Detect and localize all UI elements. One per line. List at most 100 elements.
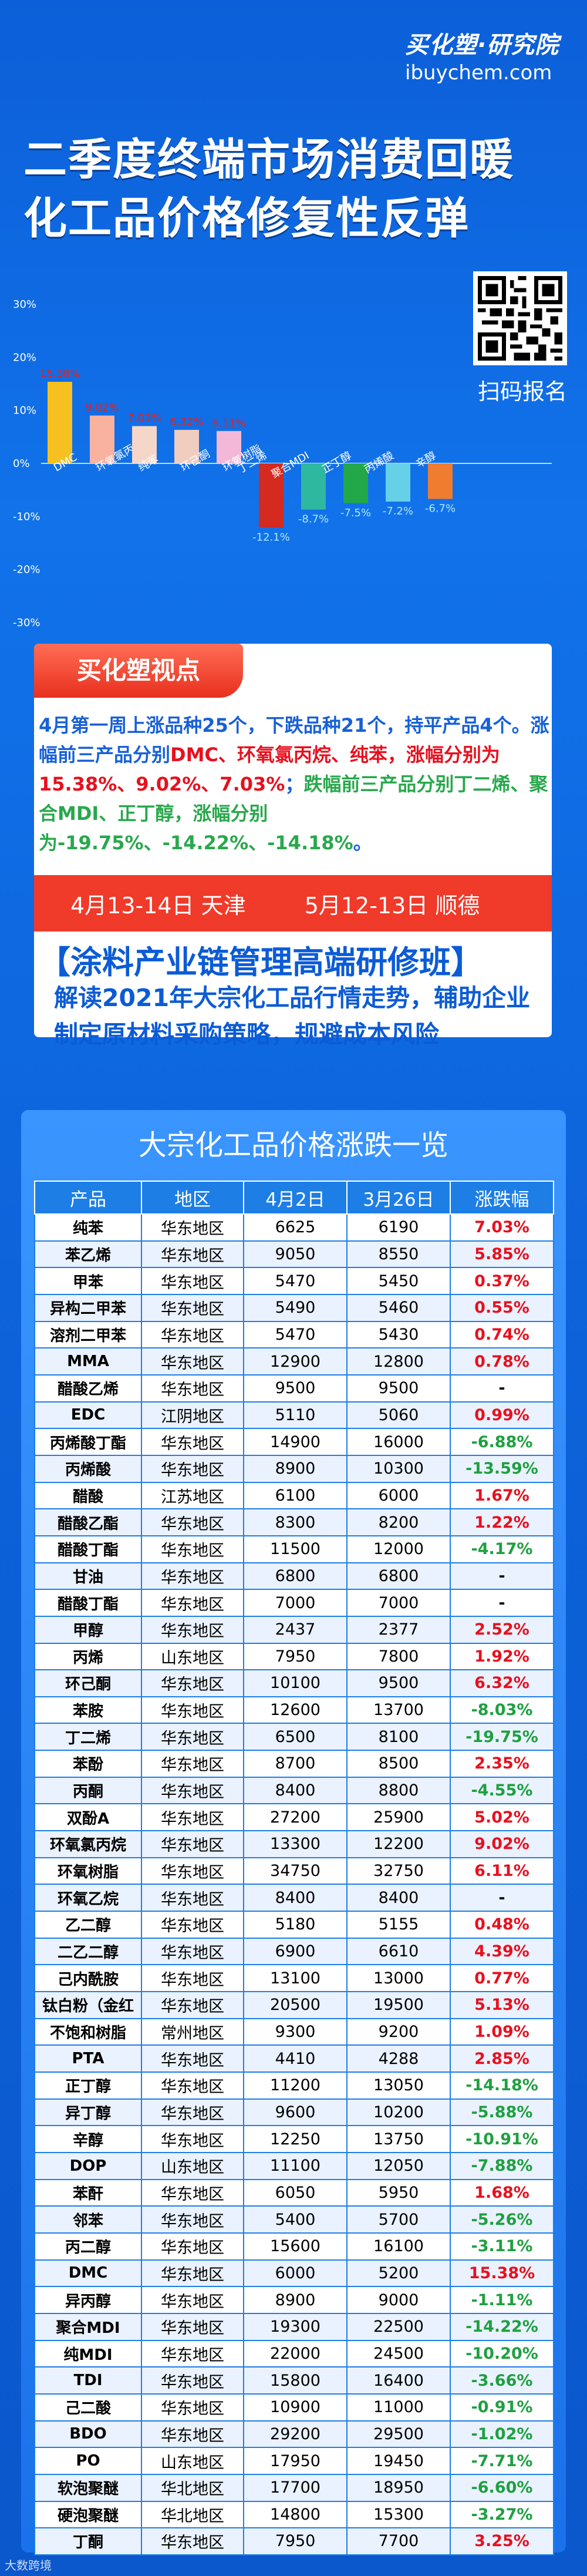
cell-price-current: 6800 <box>243 1562 348 1590</box>
cell-price-previous: 18950 <box>346 2473 451 2502</box>
header-product: 产品 <box>34 1181 142 1215</box>
y-tick-label: -30% <box>13 617 41 629</box>
cell-change: 0.55% <box>450 1293 554 1322</box>
cell-region: 华东地区 <box>141 2125 244 2153</box>
cell-product: EDC <box>34 1401 142 1430</box>
cell-product: 邻苯 <box>34 2205 142 2234</box>
table-row: 甲苯 华东地区 5470 5450 0.37% <box>34 1267 554 1295</box>
cell-region: 华东地区 <box>141 1320 244 1349</box>
qr-code-icon[interactable] <box>473 271 567 365</box>
cell-region: 华东地区 <box>141 2286 244 2314</box>
cell-change: 1.09% <box>450 2017 554 2046</box>
cell-product: 醋酸 <box>34 1481 142 1510</box>
cell-price-current: 12900 <box>243 1347 348 1376</box>
cell-change: 2.35% <box>450 1750 554 1778</box>
table-row: 苯胺 华东地区 12600 13700 -8.03% <box>34 1696 554 1724</box>
cell-region: 华东地区 <box>141 2259 244 2288</box>
course-title[interactable]: 【涂料产业链管理高端研修班】 <box>39 944 483 981</box>
cell-price-previous: 5700 <box>346 2205 451 2234</box>
cell-price-previous: 9000 <box>346 2286 451 2314</box>
event-date-left: 4月13-14日 天津 <box>70 892 246 919</box>
cell-region: 华东地区 <box>141 1911 244 1939</box>
cell-price-current: 8900 <box>243 2286 348 2314</box>
cell-product: BDO <box>34 2420 142 2449</box>
event-date-right: 5月12-13日 顺德 <box>304 892 480 919</box>
table-row: 丙烯 山东地区 7950 7800 1.92% <box>34 1642 554 1671</box>
cell-change: 5.85% <box>450 1240 554 1269</box>
data-label: -12.1% <box>252 531 290 543</box>
cell-price-current: 7950 <box>243 2527 348 2555</box>
cell-change: -14.22% <box>450 2312 554 2341</box>
y-tick-label: 10% <box>13 405 36 417</box>
headline-line1: 二季度终端市场消费回暖 <box>23 134 514 185</box>
cell-region: 华东地区 <box>141 2205 244 2234</box>
cell-price-current: 8700 <box>243 1750 348 1778</box>
cell-price-current: 5470 <box>243 1320 348 1349</box>
cell-product: 苯胺 <box>34 1696 142 1724</box>
data-label: -7.5% <box>340 507 371 519</box>
cell-price-previous: 12800 <box>346 1347 451 1376</box>
cell-region: 华东地区 <box>141 2339 244 2368</box>
cell-change: 0.77% <box>450 1964 554 1993</box>
bar <box>48 382 72 463</box>
cell-price-previous: 22500 <box>346 2312 451 2341</box>
table-row: 环氧树脂 华东地区 34750 32750 6.11% <box>34 1857 554 1885</box>
cell-region: 华东地区 <box>141 2393 244 2422</box>
event-bar[interactable]: 4月13-14日 天津 5月12-13日 顺德 <box>34 875 552 931</box>
cell-price-previous: 5060 <box>346 1401 451 1430</box>
cell-region: 华东地区 <box>141 2071 244 2100</box>
cell-region: 华东地区 <box>141 1669 244 1697</box>
cell-product: 辛醇 <box>34 2125 142 2153</box>
brand-name: 买化塑·研究院 <box>405 32 559 59</box>
table-row: 苯酐 华东地区 6050 5950 1.68% <box>34 2178 554 2207</box>
cell-region: 华东地区 <box>141 1723 244 1751</box>
cell-product: 苯酚 <box>34 1750 142 1778</box>
table-row: EDC 江阴地区 5110 5060 0.99% <box>34 1401 554 1430</box>
price-change-chart: 30%20%10%0%-10%-20%-30%15.38%DMC9.02%环氧氯… <box>13 298 552 629</box>
data-label: 15.38% <box>40 368 80 380</box>
bar <box>90 415 114 463</box>
qr-label: 扫码报名 <box>477 379 567 405</box>
cell-change: -1.11% <box>450 2286 554 2314</box>
cell-change: -7.71% <box>450 2447 554 2475</box>
cell-price-current: 15800 <box>243 2366 348 2395</box>
y-tick-label: 0% <box>13 458 30 470</box>
cell-price-current: 6050 <box>243 2178 348 2207</box>
cell-price-current: 27200 <box>243 1803 348 1832</box>
table-row: TDI 华东地区 15800 16400 -3.66% <box>34 2366 554 2395</box>
cell-price-previous: 2377 <box>346 1615 451 1644</box>
cell-product: 聚合MDI <box>34 2312 142 2341</box>
viewpoint-badge: 买化塑视点 <box>34 644 243 698</box>
cell-price-previous: 5155 <box>346 1911 451 1939</box>
table-row: DMC 华东地区 6000 5200 15.38% <box>34 2259 554 2288</box>
table-row: 双酚A 华东地区 27200 25900 5.02% <box>34 1803 554 1832</box>
cell-region: 华东地区 <box>141 1293 244 1322</box>
data-label: -7.2% <box>383 505 413 517</box>
cell-change: 1.22% <box>450 1508 554 1536</box>
cell-change: - <box>450 1374 554 1403</box>
viewpoint-losers: 跌幅前三产品分别丁二烯、聚合MDI、正丁醇，涨幅分别为-19.75%、-14.2… <box>39 773 548 854</box>
cell-price-previous: 8500 <box>346 1750 451 1778</box>
cell-change: 9.02% <box>450 1830 554 1858</box>
cell-price-current: 11500 <box>243 1535 348 1563</box>
bar <box>428 463 453 499</box>
table-row: 甲醇 华东地区 2437 2377 2.52% <box>34 1615 554 1644</box>
cell-price-previous: 6610 <box>346 1937 451 1966</box>
cell-product: 异丁醇 <box>34 2098 142 2127</box>
cell-price-current: 15600 <box>243 2232 348 2261</box>
cell-price-current: 6500 <box>243 1723 348 1751</box>
table-row: 环氧乙烷 华东地区 8400 8400- <box>34 1884 554 1912</box>
cell-change: 0.37% <box>450 1267 554 1295</box>
cell-price-previous: 16400 <box>346 2366 451 2395</box>
cell-change: 1.67% <box>450 1481 554 1510</box>
viewpoint-end: 。 <box>353 832 372 854</box>
headline: 二季度终端市场消费回暖 化工品价格修复性反弹 <box>23 130 575 248</box>
cell-change: 1.68% <box>450 2178 554 2207</box>
headline-line2: 化工品价格修复性反弹 <box>23 193 470 244</box>
table-row: 异丁醇 华东地区 9600 10200 -5.88% <box>34 2098 554 2127</box>
cell-region: 山东地区 <box>141 1642 244 1671</box>
cell-change: 2.52% <box>450 1615 554 1644</box>
cell-region: 华东地区 <box>141 1776 244 1805</box>
cell-price-current: 8900 <box>243 1454 348 1483</box>
cell-product: 环氧乙烷 <box>34 1884 142 1912</box>
